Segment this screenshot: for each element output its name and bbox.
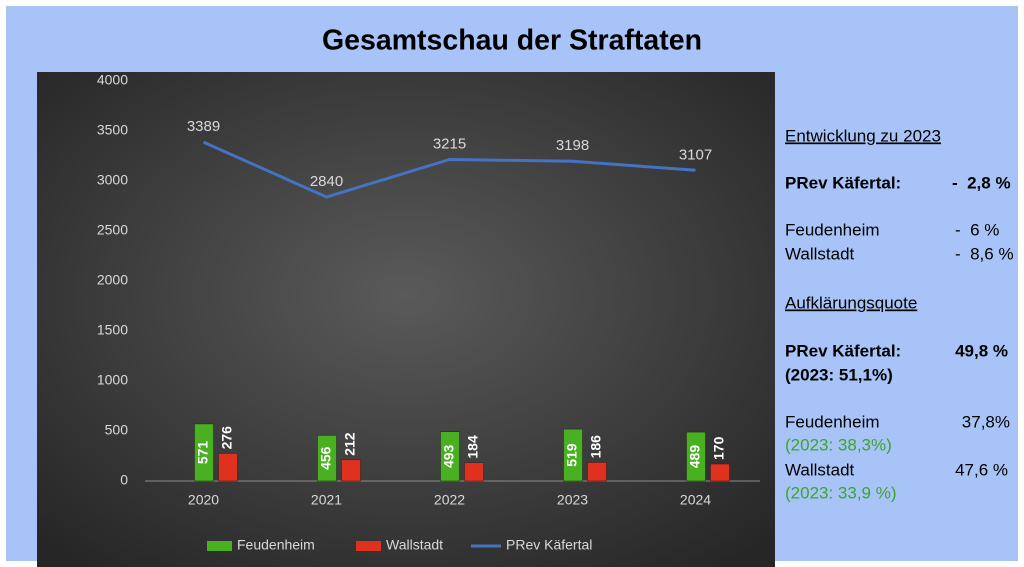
y-tick-label: 3000 [97,172,128,188]
y-tick-label: 500 [105,422,129,438]
y-tick-label: 2500 [97,222,128,238]
row-label: Feudenheim [785,220,880,239]
row-value: - 6 % [955,220,999,239]
data-label: 2840 [310,173,343,190]
legend-label: Wallstadt [386,537,443,553]
bar [317,435,337,482]
y-tick-label: 1500 [97,322,128,338]
row-previous: (2023: 38,3%) [785,435,892,454]
x-tick-label: 2020 [188,492,219,508]
row-previous: (2023: 51,1%) [785,365,893,384]
data-label: 184 [465,435,481,459]
row-label: Feudenheim [785,412,880,431]
section-heading: Entwicklung zu 2023 [785,126,941,145]
bar [686,431,706,482]
legend-label: Feudenheim [237,537,315,553]
data-label: 571 [195,441,211,465]
y-tick-label: 0 [120,472,128,488]
row-label: PRev Käfertal: [785,173,901,192]
data-label: 3389 [187,118,220,135]
row-value: - 8,6 % [955,244,1014,263]
row-label: Wallstadt [785,244,855,263]
data-label: 170 [711,436,727,460]
data-label: 3215 [433,135,466,152]
row-label: Wallstadt [785,460,855,479]
chart-title: Gesamtschau der Straftaten [322,25,702,57]
bar [587,462,607,482]
bar [464,462,484,482]
section-heading: Aufklärungsquote [785,293,917,312]
bar [563,428,583,482]
legend-swatch [356,541,381,551]
bar [194,423,214,482]
data-label: 276 [219,426,235,450]
data-label: 3107 [679,146,712,163]
data-label: 212 [342,432,358,456]
row-value: 47,6 % [955,460,1008,479]
row-value: 37,8% [962,412,1010,431]
row-value: 49,8 % [955,341,1008,360]
legend-swatch [207,541,232,551]
x-tick-label: 2022 [434,492,465,508]
data-label: 186 [588,435,604,459]
x-tick-label: 2023 [557,492,588,508]
legend-label: PRev Käfertal [506,537,592,553]
line-series [202,140,696,199]
y-tick-label: 1000 [97,372,128,388]
bar [218,453,238,482]
data-label: 456 [318,446,334,470]
data-label: 489 [687,445,703,469]
y-tick-label: 4000 [97,72,128,88]
chart-area [37,72,775,567]
row-previous: (2023: 33,9 %) [785,483,897,502]
row-label: PRev Käfertal: [785,341,901,360]
bar [440,431,460,482]
row-value: - 2,8 % [952,173,1011,192]
side-panel: Entwicklung zu 2023 PRev Käfertal: - 2,8… [785,126,1014,502]
data-label: 3198 [556,137,589,154]
y-tick-label: 3500 [97,122,128,138]
x-tick-label: 2024 [680,492,711,508]
bar [341,459,361,482]
x-tick-label: 2021 [311,492,342,508]
bar [710,463,730,482]
data-label: 519 [564,443,580,467]
y-tick-label: 2000 [97,272,128,288]
data-label: 493 [441,444,457,468]
